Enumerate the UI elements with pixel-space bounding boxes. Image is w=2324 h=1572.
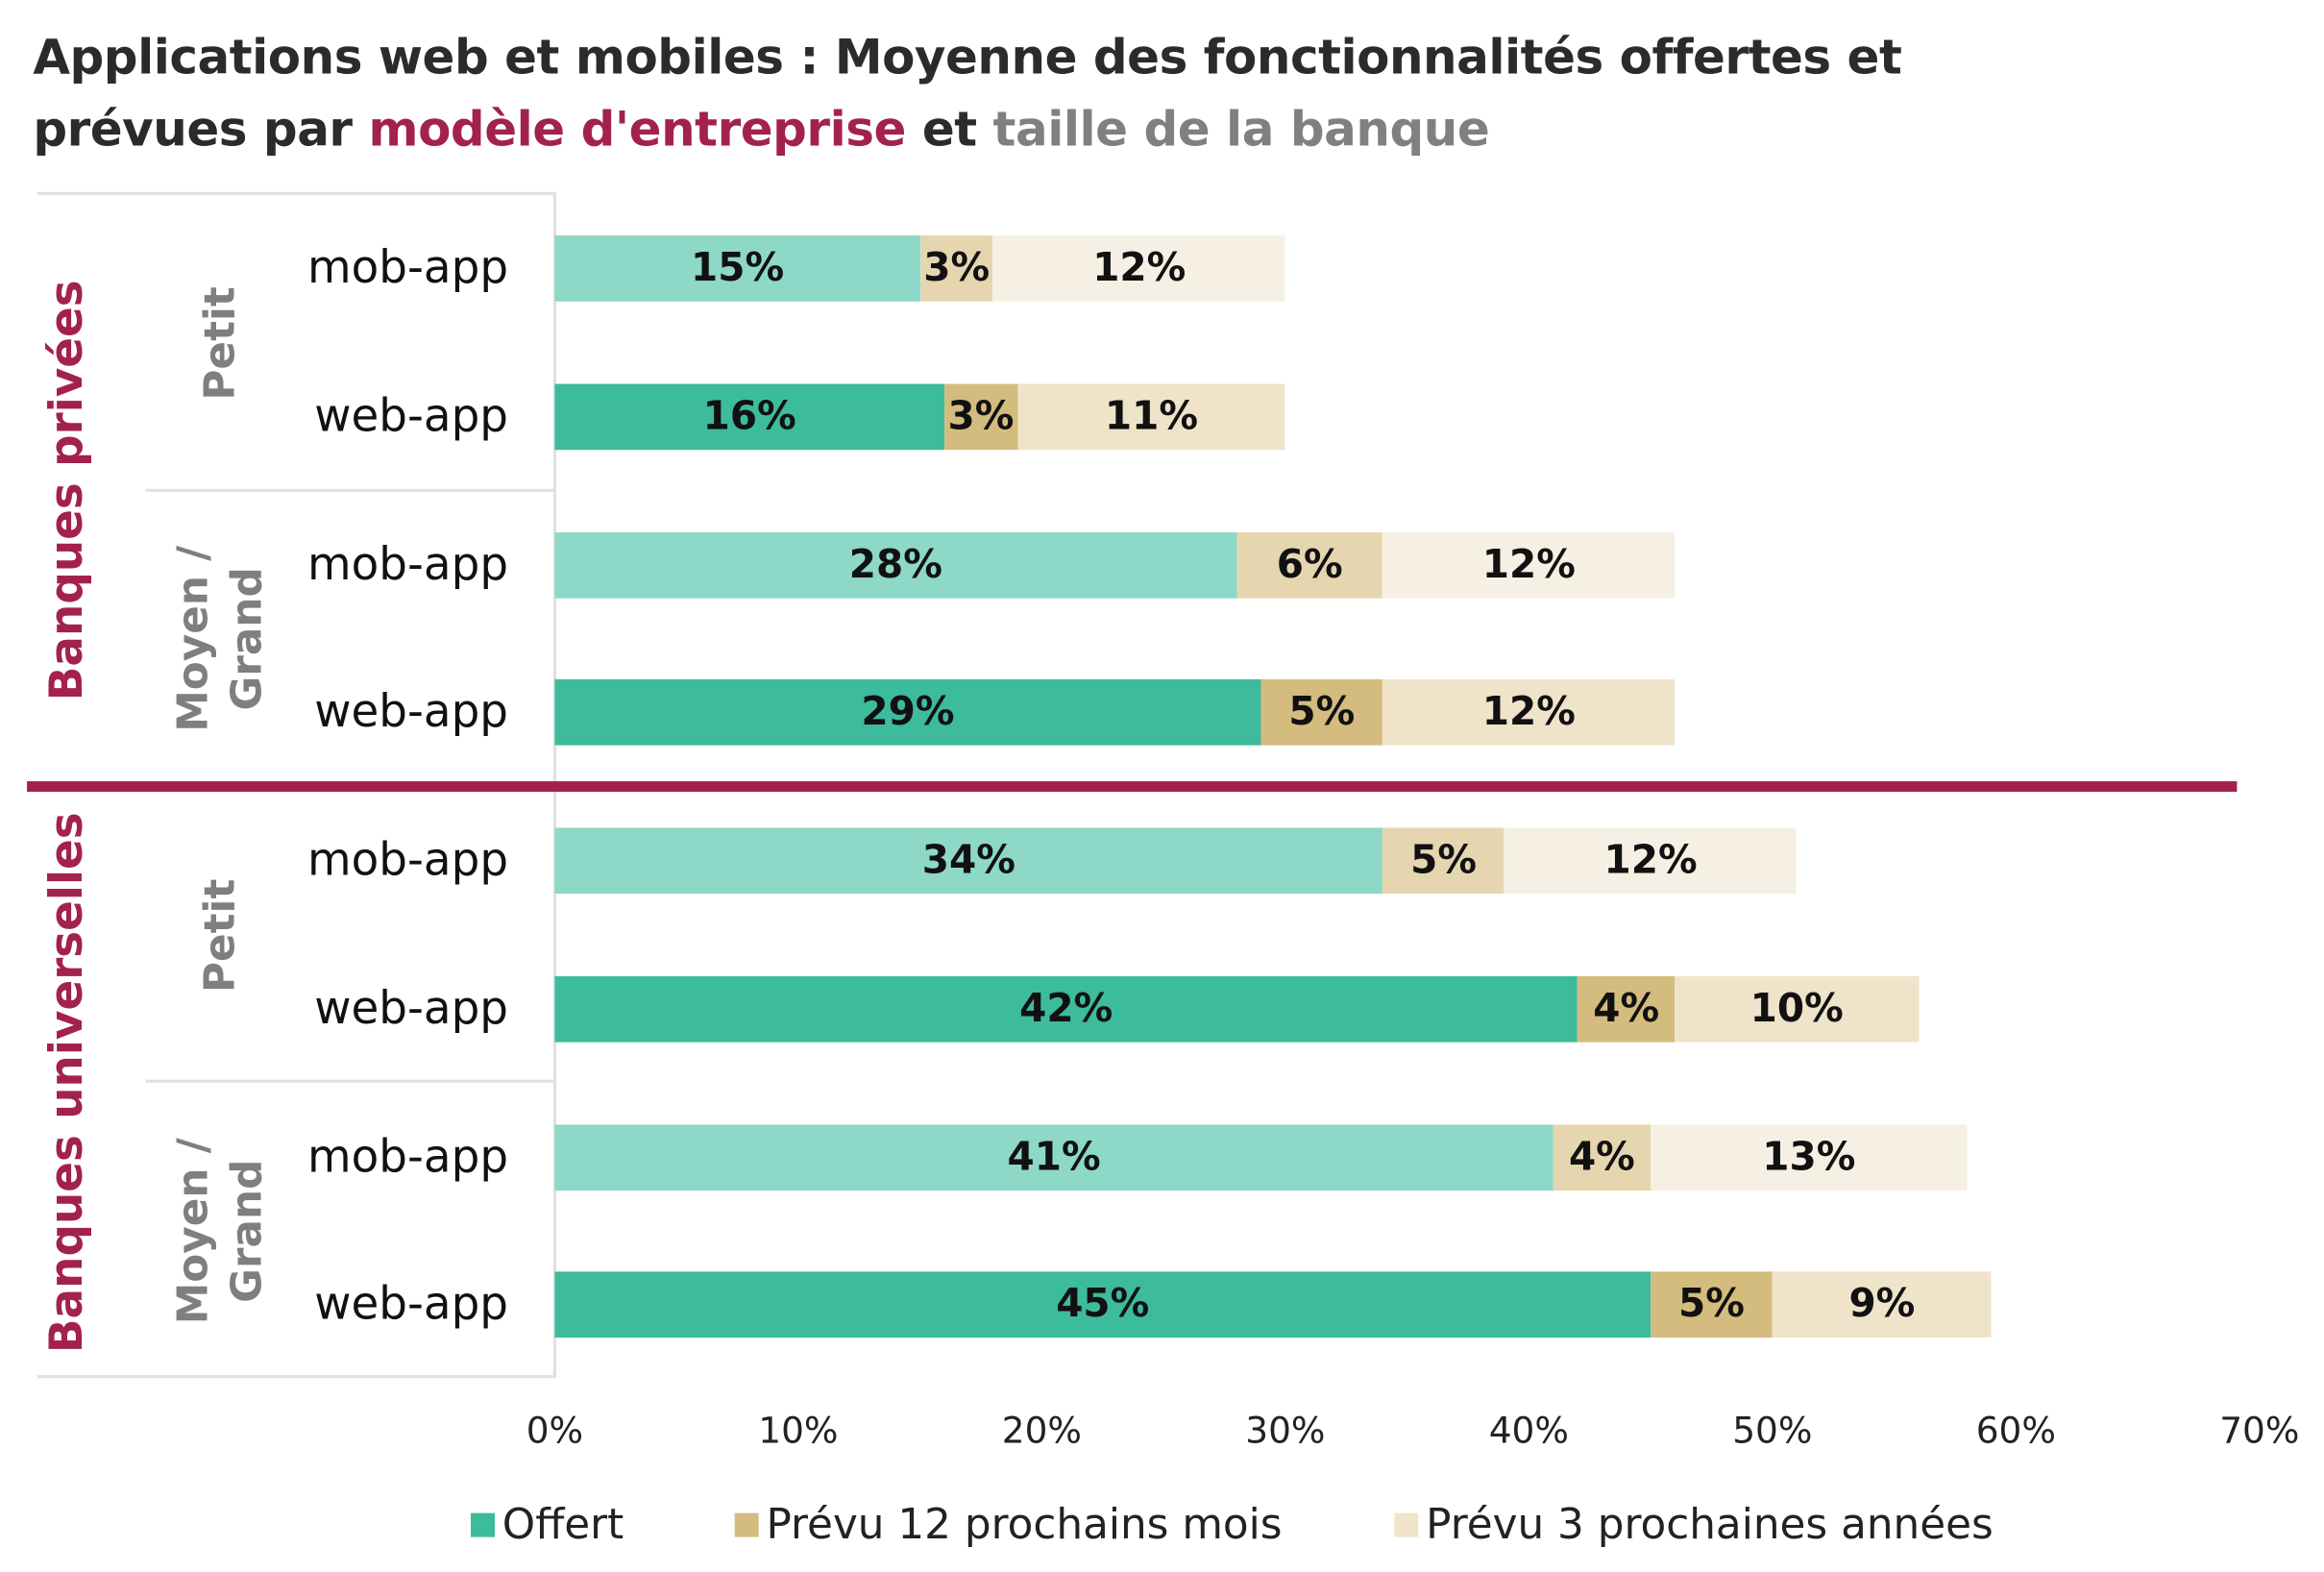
- divider: [37, 191, 555, 195]
- size-label: Moyen / Grand: [166, 546, 274, 732]
- bar-segment-12-mois: 4%: [1553, 1124, 1651, 1191]
- bar-segment-12-mois: 3%: [919, 235, 993, 302]
- bar-segment-offert: 15%: [554, 235, 920, 302]
- bar-segment-12-mois: 5%: [1651, 1271, 1773, 1339]
- size-label-line: Moyen /: [167, 545, 218, 732]
- title-text: et: [905, 100, 993, 158]
- bar-segment-offert: 28%: [554, 532, 1237, 599]
- row-label: web-app: [314, 982, 509, 1036]
- legend-swatch: [734, 1511, 759, 1536]
- bar-segment-offert: 34%: [554, 827, 1383, 895]
- row-label: web-app: [314, 685, 509, 739]
- bar-segment-3-ans: 13%: [1651, 1124, 1968, 1191]
- title-text: prévues par: [33, 100, 369, 158]
- legend-label: Prévu 12 prochains mois: [766, 1499, 1283, 1550]
- group-separator: [27, 781, 2238, 792]
- x-tick-label: 70%: [2219, 1409, 2300, 1452]
- legend-label: Offert: [501, 1499, 624, 1550]
- x-tick-label: 50%: [1732, 1409, 1813, 1452]
- size-label-line: Moyen /: [167, 1138, 218, 1325]
- legend-item: Prévu 12 prochains mois: [734, 1499, 1283, 1550]
- bar-segment-3-ans: 9%: [1772, 1271, 1992, 1339]
- group-label: Banques privées: [40, 280, 94, 701]
- title-line1: Applications web et mobiles : Moyenne de…: [33, 28, 1902, 86]
- bar-segment-12-mois: 5%: [1382, 827, 1504, 895]
- row-label: mob-app: [307, 539, 509, 592]
- size-label-line: Grand: [221, 567, 272, 711]
- x-tick-label: 40%: [1488, 1409, 1569, 1452]
- bar-segment-12-mois: 4%: [1578, 975, 1676, 1043]
- divider: [37, 1375, 555, 1379]
- bar-segment-3-ans: 12%: [992, 235, 1285, 302]
- row-label: web-app: [314, 390, 509, 444]
- x-tick-label: 60%: [1975, 1409, 2056, 1452]
- x-tick-label: 30%: [1245, 1409, 1326, 1452]
- bar-segment-offert: 29%: [554, 678, 1261, 746]
- bar-segment-3-ans: 10%: [1675, 975, 1919, 1043]
- size-label: Petit: [194, 877, 245, 993]
- chart-title: Applications web et mobiles : Moyenne de…: [33, 21, 1902, 165]
- title-highlight-size: taille de la banque: [992, 100, 1490, 158]
- bar-segment-3-ans: 12%: [1382, 678, 1676, 746]
- divider: [145, 488, 555, 492]
- x-tick-label: 10%: [758, 1409, 839, 1452]
- size-label: Moyen / Grand: [166, 1138, 274, 1324]
- row-label: web-app: [314, 1278, 509, 1332]
- x-tick-label: 0%: [526, 1409, 584, 1452]
- bar-segment-3-ans: 11%: [1017, 383, 1285, 451]
- bar-segment-12-mois: 5%: [1260, 678, 1383, 746]
- title-highlight-model: modèle d'entreprise: [368, 100, 907, 158]
- legend-swatch: [1394, 1511, 1419, 1536]
- bar-segment-offert: 41%: [554, 1124, 1553, 1191]
- bar-segment-12-mois: 6%: [1236, 532, 1383, 599]
- row-label: mob-app: [307, 242, 509, 295]
- legend-item: Offert: [471, 1500, 624, 1549]
- legend-label: Prévu 3 prochaines années: [1426, 1499, 1994, 1550]
- x-tick-label: 20%: [1001, 1409, 1082, 1452]
- bar-segment-offert: 42%: [554, 975, 1578, 1043]
- group-label: Banques universelles: [40, 812, 94, 1354]
- legend-swatch: [471, 1511, 495, 1536]
- bar-segment-3-ans: 12%: [1382, 532, 1676, 599]
- size-label: Petit: [194, 285, 245, 400]
- size-label-line: Grand: [221, 1159, 272, 1303]
- bar-segment-3-ans: 12%: [1504, 827, 1798, 895]
- legend-item: Prévu 3 prochaines années: [1394, 1499, 1994, 1550]
- bar-segment-12-mois: 3%: [943, 383, 1018, 451]
- row-label: mob-app: [307, 1131, 509, 1185]
- row-label: mob-app: [307, 834, 509, 888]
- bar-segment-offert: 45%: [554, 1271, 1651, 1339]
- divider: [145, 1079, 555, 1083]
- bar-segment-offert: 16%: [554, 383, 944, 451]
